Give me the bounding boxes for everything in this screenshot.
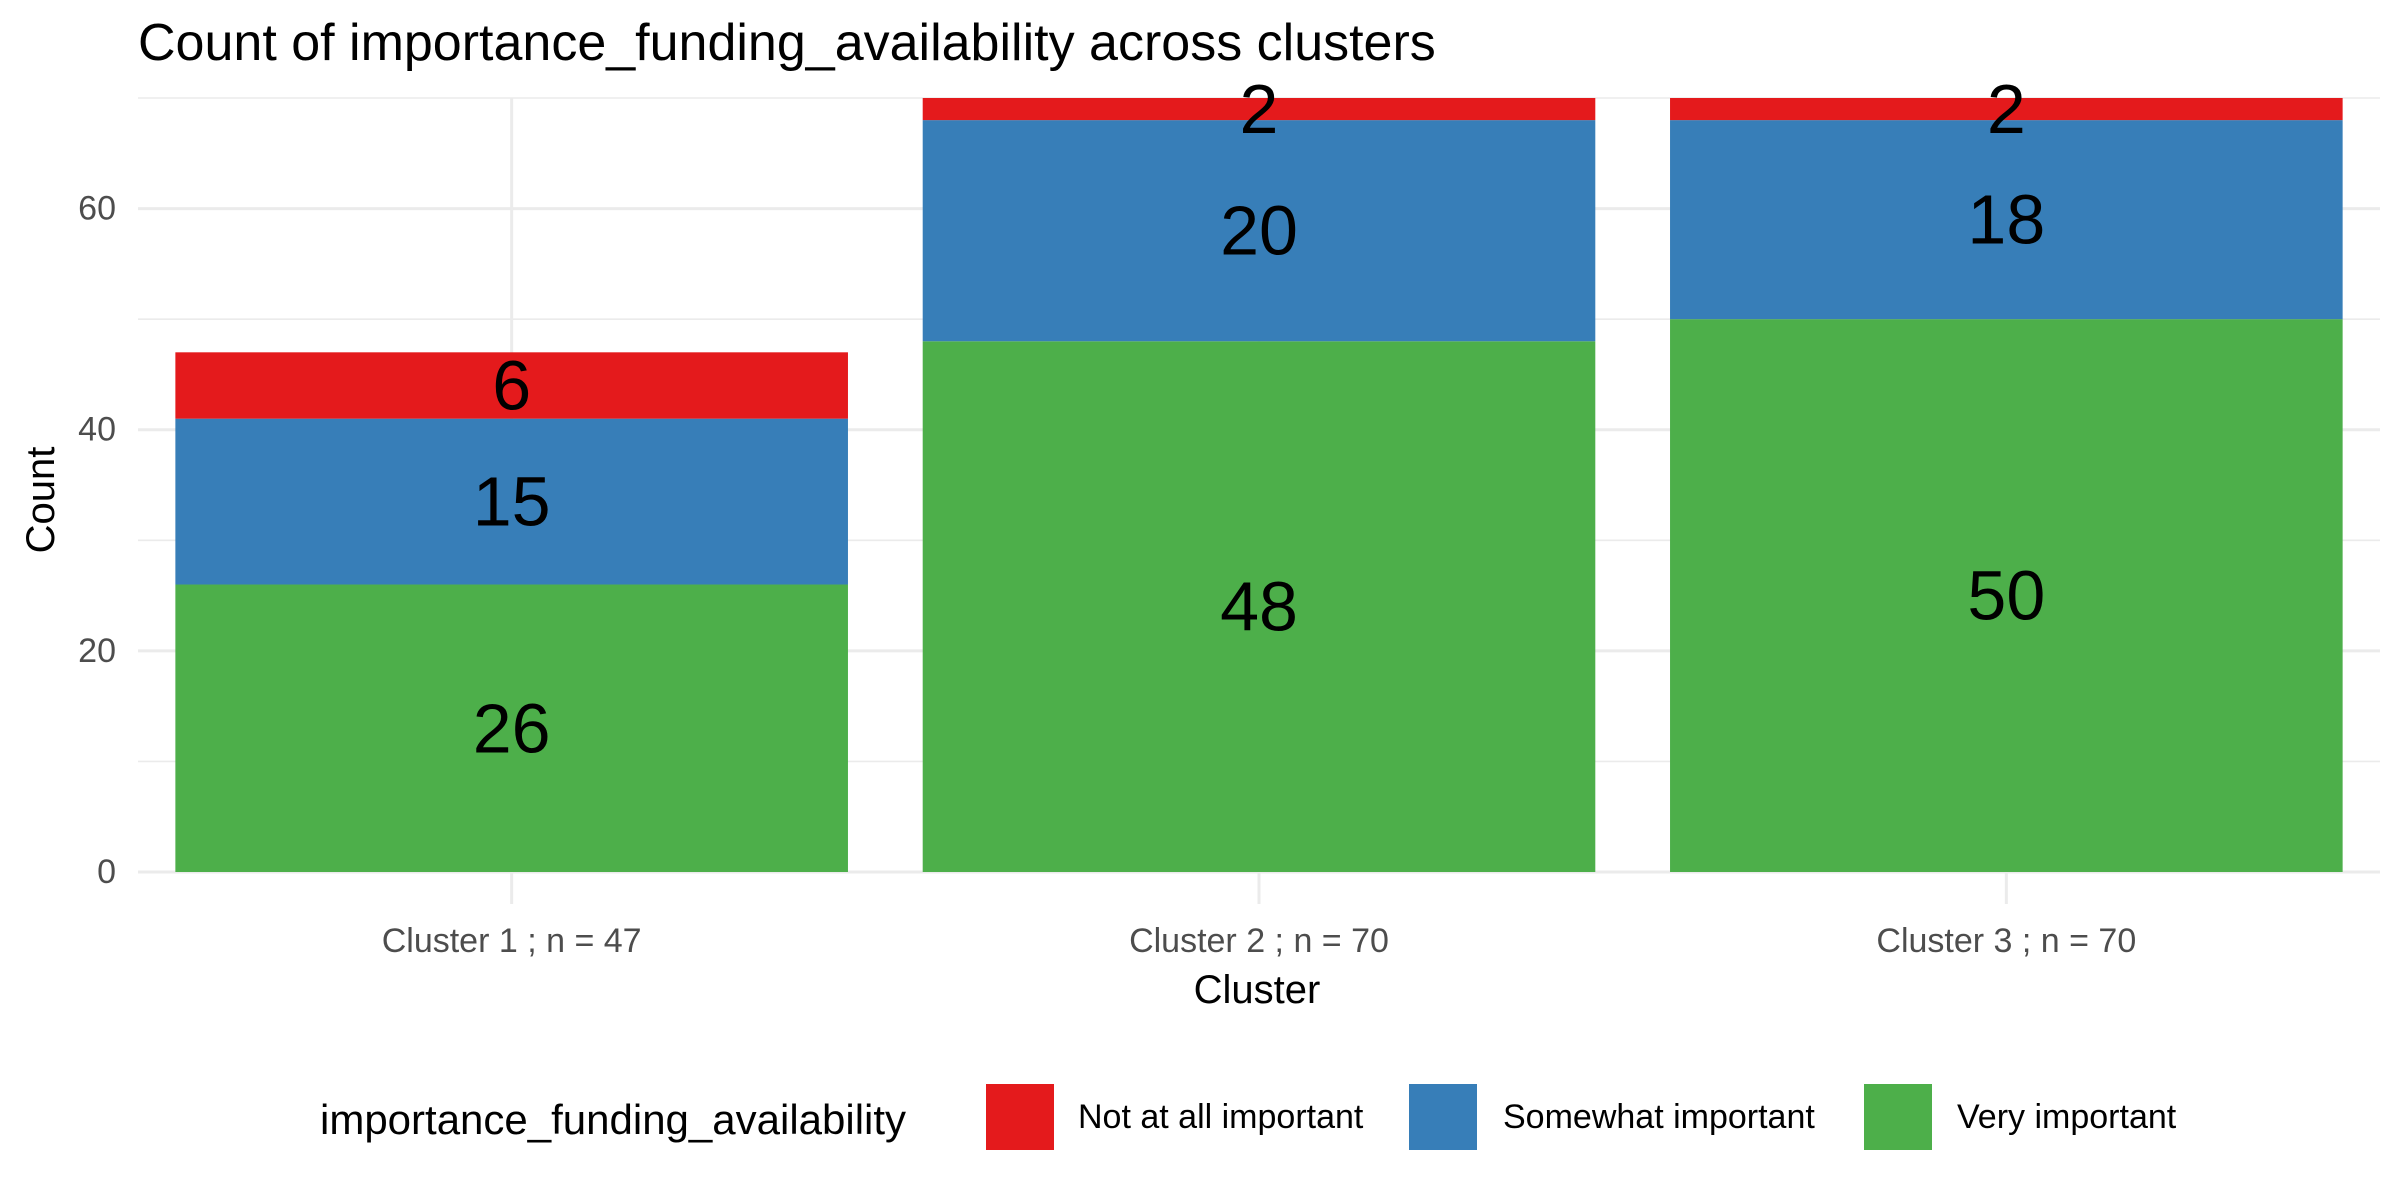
bar-segment-not-at-all-important (1670, 98, 2343, 121)
x-axis-title: Cluster (1194, 968, 1321, 1012)
y-tick-label: 20 (78, 632, 116, 670)
bars (175, 98, 2343, 873)
legend-key (1409, 1084, 1477, 1150)
bar-segment-very-important (1670, 319, 2343, 873)
legend: importance_funding_availability Not at a… (320, 1084, 2177, 1150)
legend-label: Very important (1957, 1098, 2177, 1136)
legend-title: importance_funding_availability (320, 1096, 906, 1143)
y-axis-ticks: 0 20 40 60 (78, 190, 116, 891)
bar-segment-very-important (175, 584, 848, 872)
x-axis-ticks: Cluster 1 ; n = 47 Cluster 2 ; n = 70 Clus… (382, 922, 2137, 960)
bar-segment-somewhat-important (1670, 120, 2343, 320)
y-tick-label: 60 (78, 190, 116, 228)
bar-segment-somewhat-important (922, 120, 1596, 342)
bar-segment-very-important (922, 341, 1596, 872)
bar-value-label: 2 (1240, 70, 1279, 148)
bar-segment-not-at-all-important (922, 98, 1596, 121)
bar-segment-not-at-all-important (175, 352, 848, 419)
y-axis-title: Count (19, 447, 63, 554)
bar-segment-somewhat-important (175, 418, 848, 585)
bar-value-label: 15 (473, 463, 551, 541)
bar-value-label: 26 (473, 689, 551, 767)
legend-key (986, 1084, 1054, 1150)
bar-value-label: 2 (1987, 70, 2026, 148)
legend-label: Somewhat important (1503, 1098, 1815, 1136)
y-tick-label: 0 (97, 853, 116, 891)
bar-value-label: 50 (1967, 557, 2045, 635)
legend-key (1864, 1084, 1932, 1150)
x-tick-label: Cluster 2 ; n = 70 (1129, 922, 1389, 960)
x-tick-label: Cluster 3 ; n = 70 (1876, 922, 2136, 960)
chart-title: Count of importance_funding_availability… (138, 14, 1436, 72)
legend-label: Not at all important (1078, 1098, 1364, 1136)
bar-value-label: 20 (1220, 192, 1298, 270)
y-tick-label: 40 (78, 411, 116, 449)
bar-value-label: 6 (492, 346, 531, 424)
bar-value-label: 18 (1967, 181, 2045, 259)
bar-labels: 26 15 6 48 20 2 50 18 2 (473, 70, 2046, 767)
x-tick-label: Cluster 1 ; n = 47 (382, 922, 642, 960)
bar-value-label: 48 (1220, 568, 1298, 646)
